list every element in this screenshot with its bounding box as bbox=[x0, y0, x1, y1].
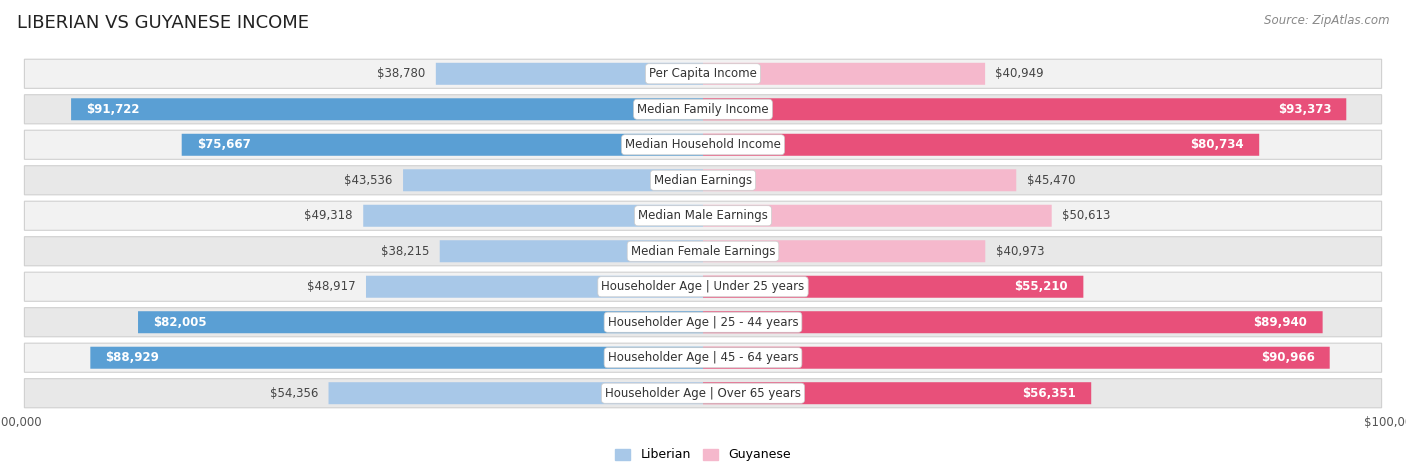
Text: Median Female Earnings: Median Female Earnings bbox=[631, 245, 775, 258]
Text: $43,536: $43,536 bbox=[344, 174, 392, 187]
FancyBboxPatch shape bbox=[703, 276, 1084, 298]
FancyBboxPatch shape bbox=[436, 63, 703, 85]
FancyBboxPatch shape bbox=[703, 134, 1260, 156]
Text: Householder Age | 45 - 64 years: Householder Age | 45 - 64 years bbox=[607, 351, 799, 364]
FancyBboxPatch shape bbox=[72, 98, 703, 120]
FancyBboxPatch shape bbox=[24, 166, 1382, 195]
Text: $49,318: $49,318 bbox=[304, 209, 353, 222]
FancyBboxPatch shape bbox=[703, 98, 1347, 120]
FancyBboxPatch shape bbox=[703, 382, 1091, 404]
Text: $38,215: $38,215 bbox=[381, 245, 429, 258]
Text: $45,470: $45,470 bbox=[1026, 174, 1076, 187]
Text: $50,613: $50,613 bbox=[1062, 209, 1111, 222]
FancyBboxPatch shape bbox=[703, 205, 1052, 227]
FancyBboxPatch shape bbox=[703, 169, 1017, 191]
Text: $90,966: $90,966 bbox=[1261, 351, 1315, 364]
Text: $38,780: $38,780 bbox=[377, 67, 426, 80]
FancyBboxPatch shape bbox=[90, 347, 703, 369]
FancyBboxPatch shape bbox=[24, 59, 1382, 88]
Text: LIBERIAN VS GUYANESE INCOME: LIBERIAN VS GUYANESE INCOME bbox=[17, 14, 309, 32]
Text: Source: ZipAtlas.com: Source: ZipAtlas.com bbox=[1264, 14, 1389, 27]
Text: Householder Age | 25 - 44 years: Householder Age | 25 - 44 years bbox=[607, 316, 799, 329]
Text: $48,917: $48,917 bbox=[307, 280, 356, 293]
FancyBboxPatch shape bbox=[703, 240, 986, 262]
Text: $56,351: $56,351 bbox=[1022, 387, 1076, 400]
FancyBboxPatch shape bbox=[703, 311, 1323, 333]
Text: Median Male Earnings: Median Male Earnings bbox=[638, 209, 768, 222]
FancyBboxPatch shape bbox=[181, 134, 703, 156]
FancyBboxPatch shape bbox=[138, 311, 703, 333]
Text: $75,667: $75,667 bbox=[197, 138, 250, 151]
FancyBboxPatch shape bbox=[404, 169, 703, 191]
FancyBboxPatch shape bbox=[24, 272, 1382, 301]
FancyBboxPatch shape bbox=[24, 379, 1382, 408]
FancyBboxPatch shape bbox=[329, 382, 703, 404]
Text: $93,373: $93,373 bbox=[1278, 103, 1331, 116]
Text: Median Earnings: Median Earnings bbox=[654, 174, 752, 187]
Text: Householder Age | Under 25 years: Householder Age | Under 25 years bbox=[602, 280, 804, 293]
FancyBboxPatch shape bbox=[24, 130, 1382, 159]
Text: $54,356: $54,356 bbox=[270, 387, 318, 400]
FancyBboxPatch shape bbox=[703, 63, 986, 85]
Text: $40,973: $40,973 bbox=[995, 245, 1045, 258]
Text: $89,940: $89,940 bbox=[1254, 316, 1308, 329]
Text: $80,734: $80,734 bbox=[1191, 138, 1244, 151]
Text: Median Household Income: Median Household Income bbox=[626, 138, 780, 151]
Text: Householder Age | Over 65 years: Householder Age | Over 65 years bbox=[605, 387, 801, 400]
Text: $55,210: $55,210 bbox=[1015, 280, 1069, 293]
FancyBboxPatch shape bbox=[24, 308, 1382, 337]
FancyBboxPatch shape bbox=[440, 240, 703, 262]
FancyBboxPatch shape bbox=[24, 95, 1382, 124]
FancyBboxPatch shape bbox=[366, 276, 703, 298]
FancyBboxPatch shape bbox=[24, 343, 1382, 372]
Text: Median Family Income: Median Family Income bbox=[637, 103, 769, 116]
Text: $88,929: $88,929 bbox=[105, 351, 159, 364]
Text: $91,722: $91,722 bbox=[86, 103, 139, 116]
FancyBboxPatch shape bbox=[24, 237, 1382, 266]
Text: $82,005: $82,005 bbox=[153, 316, 207, 329]
Text: $40,949: $40,949 bbox=[995, 67, 1045, 80]
FancyBboxPatch shape bbox=[703, 347, 1330, 369]
Text: Per Capita Income: Per Capita Income bbox=[650, 67, 756, 80]
FancyBboxPatch shape bbox=[363, 205, 703, 227]
FancyBboxPatch shape bbox=[24, 201, 1382, 230]
Legend: Liberian, Guyanese: Liberian, Guyanese bbox=[616, 448, 790, 461]
